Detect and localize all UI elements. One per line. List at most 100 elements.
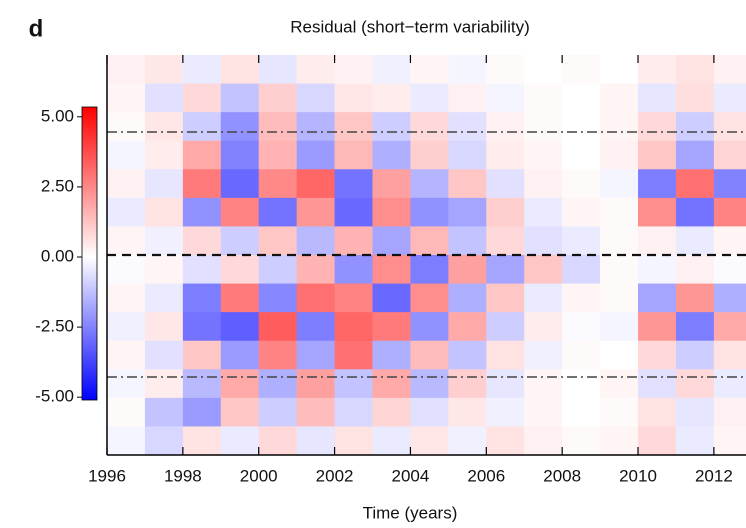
heatmap-cell — [296, 226, 336, 256]
heatmap-cell — [713, 83, 746, 113]
heatmap-cell — [296, 83, 336, 113]
heatmap-cell — [524, 255, 563, 285]
heatmap-cell — [600, 112, 639, 142]
heatmap-cell — [144, 112, 184, 142]
heatmap-cell — [675, 83, 715, 113]
heatmap-cell — [524, 83, 563, 113]
heatmap-cell — [600, 340, 639, 370]
heatmap-cell — [448, 112, 487, 142]
reference-lines — [106, 55, 746, 456]
heatmap-cell — [675, 197, 715, 227]
heatmap-cell — [372, 369, 411, 399]
heatmap-cell — [107, 283, 146, 313]
heatmap-cell — [410, 83, 449, 113]
heatmap-cell — [600, 197, 639, 227]
heatmap-cell — [144, 140, 184, 170]
heatmap-cell — [600, 369, 639, 399]
heatmap-cell — [675, 340, 715, 370]
heatmap-cell — [182, 312, 222, 342]
x-axis-label: Time (years) — [363, 503, 458, 522]
heatmap-cell — [334, 169, 374, 199]
heatmap-cell — [410, 226, 449, 256]
heatmap-cell — [182, 255, 222, 285]
heatmap-cell — [144, 255, 184, 285]
x-tick-label: 2012 — [695, 466, 733, 485]
heatmap-cell — [562, 369, 601, 399]
heatmap-cell — [638, 83, 677, 113]
heatmap-cell — [675, 55, 715, 85]
heatmap-cell — [713, 169, 746, 199]
colorbar-tick-label: 2.50 — [41, 176, 74, 195]
heatmap-cell — [713, 112, 746, 142]
colorbar-tick-label: 5.00 — [41, 106, 74, 125]
heatmap-cell — [675, 169, 715, 199]
x-tick-label: 2000 — [240, 466, 278, 485]
heatmap-cell — [410, 55, 449, 85]
panel-label: d — [29, 15, 44, 42]
heatmap-cell — [713, 197, 746, 227]
heatmap-cell — [600, 312, 639, 342]
heatmap-cell — [448, 312, 487, 342]
heatmap-cell — [296, 197, 336, 227]
heatmap-cell — [107, 426, 146, 455]
x-tick-label: 2008 — [543, 466, 581, 485]
heatmap-cell — [220, 169, 260, 199]
heatmap-cell — [713, 255, 746, 285]
heatmap-cell — [713, 369, 746, 399]
heatmap-cell — [107, 169, 146, 199]
heatmap-cell — [713, 283, 746, 313]
heatmap-cell — [107, 226, 146, 256]
heatmap-cell — [562, 55, 601, 85]
heatmap-cell — [182, 426, 222, 455]
heatmap-cell — [107, 197, 146, 227]
heatmap-cell — [258, 83, 298, 113]
heatmap-cell — [600, 140, 639, 170]
heatmap-cell — [182, 169, 222, 199]
heatmap-cell — [107, 312, 146, 342]
heatmap-cell — [220, 140, 260, 170]
heatmap-cell — [296, 112, 336, 142]
heatmap-cell — [296, 312, 336, 342]
heatmap-cell — [258, 369, 298, 399]
heatmap-cell — [144, 369, 184, 399]
heatmap-cell — [562, 312, 601, 342]
heatmap-cell — [524, 312, 563, 342]
heatmap-cell — [600, 169, 639, 199]
heatmap-cell — [296, 397, 336, 427]
heatmap-cell — [296, 55, 336, 85]
heatmap-cell — [448, 426, 487, 455]
heatmap-cell — [713, 226, 746, 256]
heatmap-cell — [107, 112, 146, 142]
heatmap-cell — [638, 140, 677, 170]
heatmap-cell — [296, 169, 336, 199]
heatmap-cell — [410, 283, 449, 313]
heatmap-cell — [334, 83, 374, 113]
heatmap-cell — [334, 283, 374, 313]
heatmap-cell — [182, 140, 222, 170]
heatmap-cell — [600, 226, 639, 256]
heatmap-cell — [107, 83, 146, 113]
heatmap-cell — [638, 226, 677, 256]
heatmap-cell — [144, 312, 184, 342]
heatmap-cell — [524, 169, 563, 199]
heatmap-cell — [448, 55, 487, 85]
heatmap-cell — [562, 226, 601, 256]
heatmap-cell — [258, 226, 298, 256]
heatmap-cell — [107, 369, 146, 399]
colorbar-tick-label: 0.00 — [41, 246, 74, 265]
heatmap-cell — [220, 397, 260, 427]
heatmap-cell — [372, 426, 411, 455]
heatmap-cell — [258, 197, 298, 227]
heatmap-cell — [144, 340, 184, 370]
heatmap-cell — [144, 197, 184, 227]
heatmap-cell — [638, 112, 677, 142]
heatmap-cell — [713, 340, 746, 370]
heatmap-cell — [486, 340, 525, 370]
heatmap-cell — [334, 226, 374, 256]
heatmap-cell — [562, 112, 601, 142]
heatmap-cell — [220, 255, 260, 285]
heatmap-cell — [486, 312, 525, 342]
heatmap-cell — [334, 397, 374, 427]
heatmap-cell — [600, 426, 639, 455]
heatmap-cell — [410, 426, 449, 455]
